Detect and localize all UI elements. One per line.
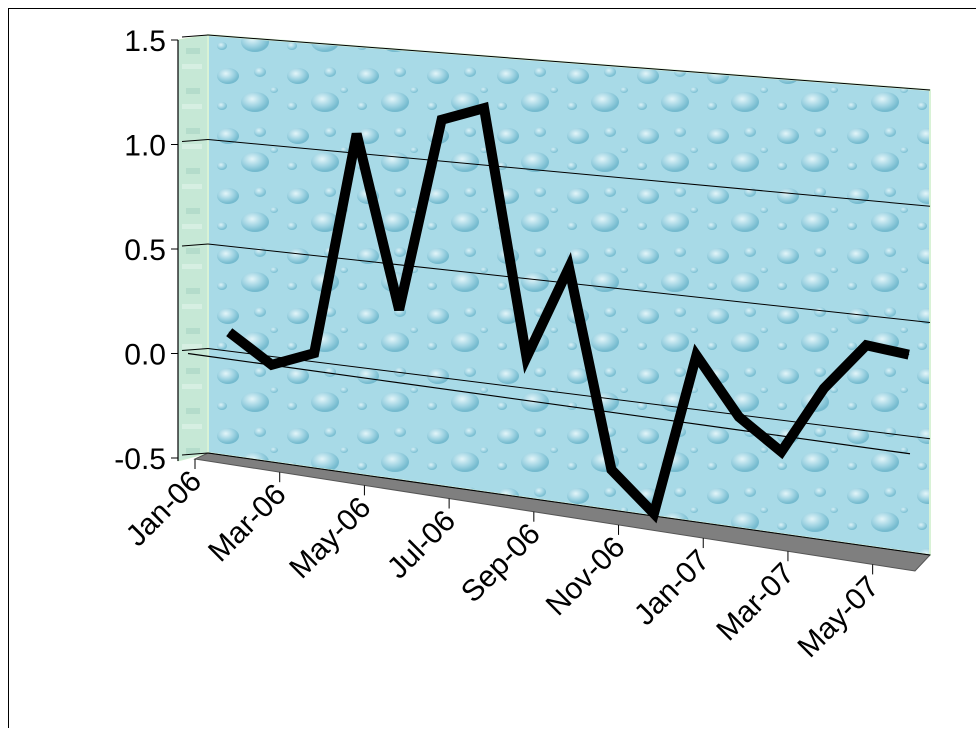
side-wall [177,34,209,462]
x-tick-label: Jan-07 [628,544,716,632]
data-point [483,107,485,109]
y-tick-label: 0.0 [124,339,166,372]
y-axis-tick-labels: -0.5 0.0 0.5 1.0 1.5 [114,25,166,476]
chart-frame [8,8,976,728]
data-point [313,352,315,354]
data-point [228,331,230,333]
data-point [610,469,612,471]
gridline [207,139,931,207]
gridline [207,348,931,440]
x-tick-label: Mar-06 [202,478,293,569]
gridline-side [181,34,209,38]
data-point [695,354,697,356]
data-point [780,451,782,453]
y-tick-label: -0.5 [114,443,166,476]
data-point [823,388,825,390]
x-tick-label: May-07 [792,570,886,664]
data-point [356,133,358,135]
data-point [908,354,910,356]
gridline [207,34,931,91]
x-tick-label: Nov-06 [540,530,632,622]
series-group [226,101,910,524]
data-point [738,416,740,418]
data-point [568,267,570,269]
data-point [441,119,443,121]
gridline [207,452,931,556]
gridline-side [181,243,209,247]
gridline-side [181,348,209,351]
x-tick-label: May-06 [283,491,377,585]
y-tick-label: 1.5 [124,25,166,58]
x-tick-label: Sep-06 [455,517,547,609]
data-point [526,356,528,358]
x-tick-label: Jan-06 [120,465,208,553]
y-tick-label: 0.5 [124,234,166,267]
gridline-side [181,139,209,142]
data-point [653,513,655,515]
data-point [398,309,400,311]
data-point [271,364,273,366]
x-tick-label: Mar-07 [710,557,801,648]
x-tick-label: Jul-06 [381,504,462,585]
gridline-side [181,452,209,456]
data-point [865,344,867,346]
y-tick-label: 1.0 [124,130,166,163]
